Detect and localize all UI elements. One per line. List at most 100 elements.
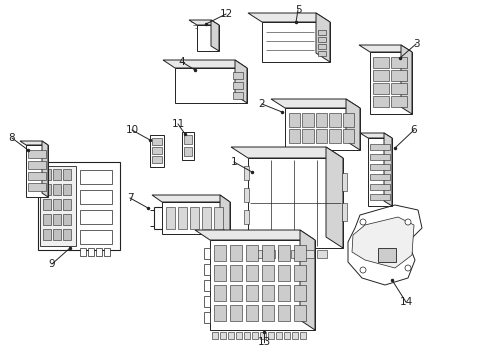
Text: 9: 9 [49,259,55,269]
Polygon shape [299,230,314,330]
Bar [63,199,71,210]
Bar [63,184,71,195]
Bar [244,332,249,339]
Bar [53,199,61,210]
Bar [341,203,346,221]
Polygon shape [209,240,314,330]
Bar [214,265,225,281]
Bar [316,250,326,258]
Bar [372,70,388,81]
Bar [293,285,305,301]
Bar [203,312,209,323]
Text: 12: 12 [219,9,232,19]
Polygon shape [175,68,246,103]
Polygon shape [230,147,342,158]
Polygon shape [26,145,48,197]
Polygon shape [369,52,411,114]
Bar [278,250,287,258]
Bar [317,51,325,56]
Bar [264,250,274,258]
Bar [304,250,313,258]
Bar [372,83,388,94]
Bar [40,166,76,246]
Polygon shape [351,217,413,268]
Bar [53,229,61,240]
Bar [212,332,218,339]
Bar [182,132,194,160]
Bar [80,248,86,256]
Text: 4: 4 [178,57,185,67]
Bar [214,207,223,229]
Bar [278,265,289,281]
Bar [28,172,46,180]
Bar [220,332,225,339]
Bar [203,280,209,291]
Polygon shape [189,20,219,25]
Bar [251,250,262,258]
Bar [28,150,46,158]
Circle shape [404,219,410,225]
Bar [165,207,175,229]
Polygon shape [367,138,391,206]
Bar [288,129,300,143]
Bar [262,305,273,321]
Bar [390,96,406,107]
Bar [214,245,225,261]
Bar [28,183,46,191]
Bar [214,285,225,301]
Bar [80,230,112,244]
Bar [278,305,289,321]
Bar [214,305,225,321]
Text: 11: 11 [171,119,184,129]
Polygon shape [163,60,246,68]
Bar [229,245,242,261]
Polygon shape [247,158,342,248]
Bar [293,245,305,261]
Bar [317,37,325,42]
Bar [104,248,110,256]
Bar [183,147,192,156]
Bar [203,248,209,259]
Bar [290,250,301,258]
Polygon shape [20,141,48,145]
Bar [203,296,209,307]
Bar [260,332,265,339]
Bar [63,214,71,225]
Bar [43,199,51,210]
Bar [28,161,46,169]
Bar [53,169,61,180]
Circle shape [404,265,410,271]
Bar [229,265,242,281]
Polygon shape [347,205,421,285]
Bar [244,188,248,202]
Bar [342,129,353,143]
Polygon shape [359,133,391,138]
Bar [293,265,305,281]
Bar [390,57,406,68]
Polygon shape [358,45,411,52]
Bar [80,170,112,184]
Bar [232,72,243,79]
Bar [342,113,353,127]
Bar [43,214,51,225]
Polygon shape [235,60,246,103]
Text: 13: 13 [257,337,270,347]
Bar [203,264,209,275]
Bar [53,214,61,225]
Bar [43,169,51,180]
Bar [372,96,388,107]
Bar [262,285,273,301]
Bar [288,113,300,127]
Bar [232,82,243,89]
Bar [150,135,163,167]
Bar [341,173,346,191]
Bar [190,207,199,229]
Text: 8: 8 [9,133,15,143]
Bar [284,332,289,339]
Bar [372,57,388,68]
Bar [369,194,389,200]
Polygon shape [162,202,229,234]
Bar [390,83,406,94]
Bar [229,285,242,301]
Bar [328,113,340,127]
